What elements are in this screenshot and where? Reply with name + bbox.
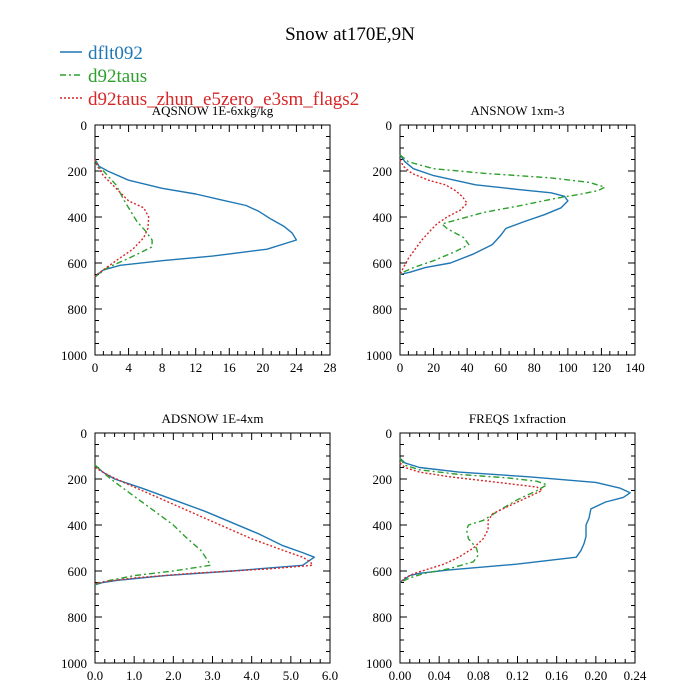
x-tick-label-adsnow: 6.0 xyxy=(322,668,338,683)
x-tick-label-adsnow: 4.0 xyxy=(244,668,260,683)
series-line-adsnow-1 xyxy=(94,464,212,586)
y-tick-label-ansnow: 0 xyxy=(386,118,393,133)
panel-title-adsnow: ADSNOW 1E-4xm xyxy=(162,411,264,426)
panel-freqs: FREQS 1xfraction 0.00 0.04 0.08 0.12 0.16 0.20… xyxy=(366,411,647,683)
y-tick-label-adsnow: 400 xyxy=(68,518,88,533)
series-line-freqs-0 xyxy=(399,457,631,584)
x-tick-label-aqsnow: 24 xyxy=(290,360,304,375)
panel-title-freqs: FREQS 1xfraction xyxy=(469,411,567,426)
x-tick-label-freqs: 0.24 xyxy=(624,668,647,683)
series-line-aqsnow-2 xyxy=(94,159,150,278)
y-tick-label-freqs: 800 xyxy=(373,610,393,625)
plot-frame-adsnow xyxy=(94,432,331,664)
series-line-freqs-1 xyxy=(399,457,548,584)
plot-frame-ansnow xyxy=(399,124,636,356)
x-tick-label-aqsnow: 20 xyxy=(256,360,269,375)
x-tick-label-freqs: 0.04 xyxy=(428,668,451,683)
panel-adsnow: ADSNOW 1E-4xm 0.0 1.0 2.0 3.0 4.0 5.0 6.0 0 200 40… xyxy=(61,411,338,683)
series-line-ansnow-2 xyxy=(399,159,468,275)
x-tick-label-ansnow: 40 xyxy=(461,360,474,375)
y-tick-label-adsnow: 200 xyxy=(68,472,88,487)
x-tick-label-aqsnow: 0 xyxy=(92,360,99,375)
x-tick-label-adsnow: 1.0 xyxy=(126,668,142,683)
x-tick-label-aqsnow: 28 xyxy=(324,360,337,375)
x-tick-label-ansnow: 60 xyxy=(494,360,507,375)
y-tick-label-aqsnow: 400 xyxy=(68,210,88,225)
legend-label-d92taus-zhun: d92taus_zhun_e5zero_e3sm_flags2 xyxy=(88,89,359,110)
y-tick-label-adsnow: 1000 xyxy=(61,656,87,671)
x-tick-label-adsnow: 5.0 xyxy=(283,668,299,683)
y-tick-label-aqsnow: 0 xyxy=(81,118,88,133)
x-tick-label-aqsnow: 4 xyxy=(125,360,132,375)
legend-item-d92taus-zhun: d92taus_zhun_e5zero_e3sm_flags2 xyxy=(60,89,359,110)
y-tick-label-freqs: 1000 xyxy=(366,656,392,671)
y-tick-label-ansnow: 400 xyxy=(373,210,393,225)
x-tick-label-adsnow: 2.0 xyxy=(165,668,181,683)
y-tick-label-adsnow: 600 xyxy=(68,564,88,579)
panel-aqsnow: AQSNOW 1E-6xkg/kg 0 4 8 12 16 20 24 28 0 200 400 600… xyxy=(61,103,337,375)
y-tick-label-aqsnow: 1000 xyxy=(61,348,87,363)
series-line-aqsnow-0 xyxy=(94,159,298,278)
x-tick-label-ansnow: 20 xyxy=(427,360,440,375)
panels: AQSNOW 1E-6xkg/kg0 4 8 12 16 20 24 280200400600… xyxy=(61,103,647,683)
y-tick-label-freqs: 200 xyxy=(373,472,393,487)
y-tick-label-aqsnow: 800 xyxy=(68,302,88,317)
series-line-adsnow-0 xyxy=(94,464,315,586)
series-line-aqsnow-1 xyxy=(94,159,153,278)
series-line-freqs-2 xyxy=(399,462,543,584)
y-tick-label-freqs: 400 xyxy=(373,518,393,533)
y-tick-label-adsnow: 0 xyxy=(81,426,88,441)
panel-title-ansnow: ANSNOW 1xm-3 xyxy=(470,103,564,118)
series-line-ansnow-1 xyxy=(399,154,606,276)
y-tick-label-ansnow: 200 xyxy=(373,164,393,179)
x-tick-label-ansnow: 100 xyxy=(558,360,578,375)
y-tick-label-aqsnow: 200 xyxy=(68,164,88,179)
series-line-adsnow-2 xyxy=(94,466,314,585)
x-tick-label-freqs: 0.08 xyxy=(467,668,490,683)
x-tick-label-ansnow: 80 xyxy=(528,360,541,375)
x-tick-label-freqs: 0.12 xyxy=(506,668,529,683)
panel-ansnow: ANSNOW 1xm-3 0 20 40 60 80 100 120 140 0 200 400 600… xyxy=(366,103,645,375)
x-tick-label-aqsnow: 12 xyxy=(189,360,202,375)
legend: dflt092 d92taus d92taus_zhun_e5zero_e3sm… xyxy=(60,43,359,110)
legend-item-dflt092: dflt092 xyxy=(60,43,143,64)
y-tick-label-freqs: 600 xyxy=(373,564,393,579)
panel-title-aqsnow: AQSNOW 1E-6xkg/kg xyxy=(152,103,274,118)
legend-label-d92taus: d92taus xyxy=(88,66,147,87)
x-tick-label-ansnow: 140 xyxy=(625,360,645,375)
y-tick-label-ansnow: 800 xyxy=(373,302,393,317)
x-tick-label-freqs: 0.00 xyxy=(389,668,412,683)
x-tick-label-ansnow: 120 xyxy=(592,360,612,375)
plot-frame-freqs xyxy=(399,432,636,664)
legend-item-d92taus: d92taus xyxy=(60,66,147,87)
x-tick-label-freqs: 0.16 xyxy=(545,668,568,683)
y-tick-label-aqsnow: 600 xyxy=(68,256,88,271)
legend-label-dflt092: dflt092 xyxy=(88,43,143,64)
x-tick-label-freqs: 0.20 xyxy=(584,668,607,683)
y-tick-label-ansnow: 600 xyxy=(373,256,393,271)
x-tick-label-adsnow: 3.0 xyxy=(204,668,220,683)
y-tick-label-adsnow: 800 xyxy=(68,610,88,625)
x-tick-label-aqsnow: 16 xyxy=(223,360,237,375)
y-tick-label-freqs: 0 xyxy=(386,426,393,441)
x-tick-label-aqsnow: 8 xyxy=(159,360,166,375)
x-tick-label-adsnow: 0.0 xyxy=(87,668,103,683)
x-tick-label-ansnow: 0 xyxy=(397,360,404,375)
y-tick-label-ansnow: 1000 xyxy=(366,348,392,363)
series-line-ansnow-0 xyxy=(399,154,569,276)
figure-title: Snow at170E,9N xyxy=(285,24,415,45)
